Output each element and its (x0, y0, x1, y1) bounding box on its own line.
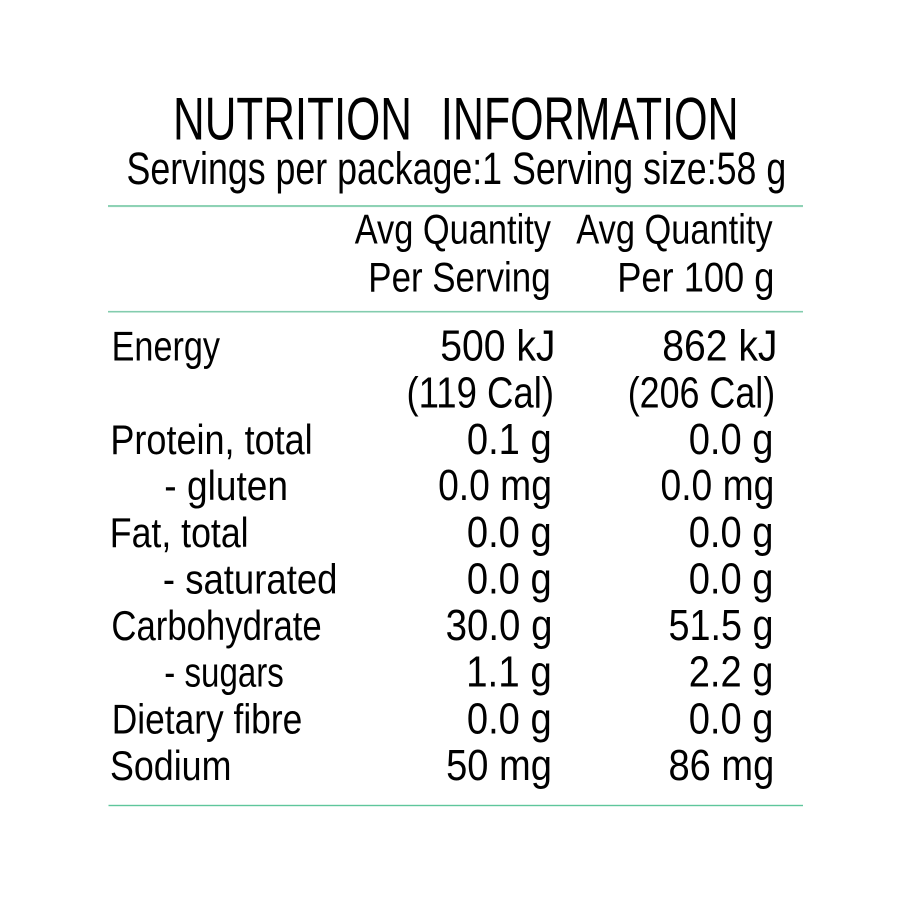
svg-text:30.0 g: 30.0 g (446, 601, 553, 650)
svg-text:Avg Quantity: Avg Quantity (355, 206, 551, 253)
svg-text:0.0 g: 0.0 g (689, 694, 774, 743)
svg-text:Servings per package:1 Serving: Servings per package:1 Serving size:58 g (127, 143, 787, 194)
svg-text:0.0 mg: 0.0 mg (438, 461, 552, 510)
svg-text:0.0 mg: 0.0 mg (661, 461, 775, 510)
svg-text:0.0 g: 0.0 g (467, 554, 552, 603)
svg-text:Avg Quantity: Avg Quantity (576, 206, 772, 253)
svg-text:Dietary fibre: Dietary fibre (112, 695, 303, 742)
svg-text:0.1 g: 0.1 g (467, 415, 552, 464)
svg-text:INFORMATION: INFORMATION (441, 84, 739, 152)
svg-text:1.1 g: 1.1 g (466, 648, 552, 697)
svg-text:(119 Cal): (119 Cal) (407, 369, 555, 418)
svg-text:Protein, total: Protein, total (110, 416, 312, 463)
svg-text:0.0 g: 0.0 g (467, 694, 552, 743)
svg-text:Carbohydrate: Carbohydrate (111, 602, 321, 649)
svg-text:0.0 g: 0.0 g (467, 508, 552, 557)
svg-text:500 kJ: 500 kJ (440, 322, 555, 371)
svg-text:Per 100 g: Per 100 g (617, 254, 774, 301)
svg-text:862 kJ: 862 kJ (662, 322, 777, 371)
svg-text:50 mg: 50 mg (446, 741, 552, 790)
svg-text:86 mg: 86 mg (669, 741, 775, 790)
svg-text:- gluten: - gluten (164, 462, 288, 509)
svg-text:Energy: Energy (112, 323, 220, 370)
svg-text:Fat, total: Fat, total (110, 509, 249, 556)
svg-text:(206 Cal): (206 Cal) (628, 369, 776, 418)
svg-text:0.0 g: 0.0 g (689, 508, 774, 557)
svg-text:NUTRITION: NUTRITION (173, 84, 412, 152)
svg-text:51.5 g: 51.5 g (669, 601, 774, 650)
svg-text:0.0 g: 0.0 g (689, 415, 774, 464)
svg-text:Per Serving: Per Serving (368, 254, 550, 301)
svg-text:Sodium: Sodium (110, 742, 231, 789)
svg-text:- sugars: - sugars (164, 649, 283, 696)
svg-text:0.0 g: 0.0 g (689, 554, 774, 603)
svg-text:- saturated: - saturated (163, 555, 338, 602)
svg-text:2.2 g: 2.2 g (689, 648, 774, 697)
